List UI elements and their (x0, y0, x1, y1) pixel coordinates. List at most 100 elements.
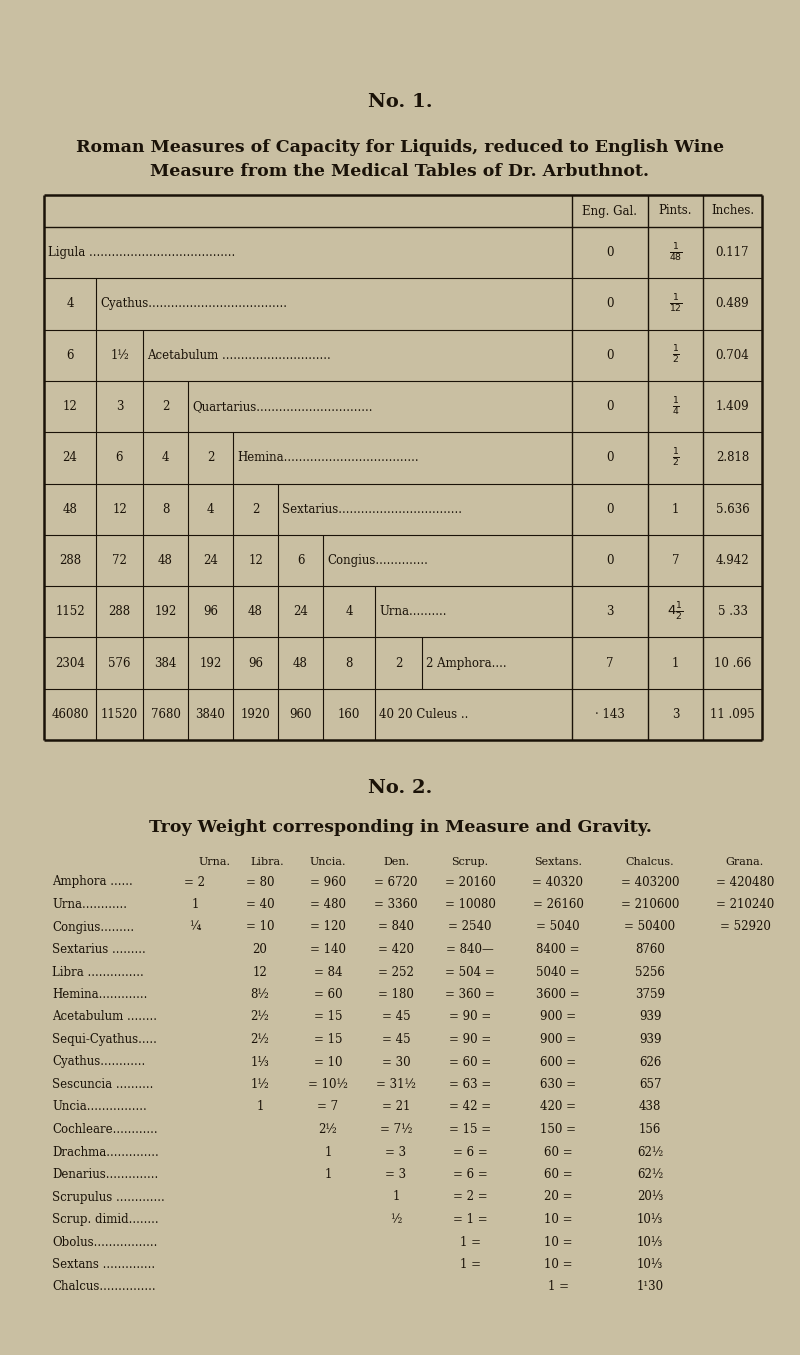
Text: 0: 0 (606, 247, 614, 259)
Text: 1: 1 (392, 1191, 400, 1203)
Text: · 143: · 143 (595, 707, 625, 721)
Text: 1: 1 (324, 1145, 332, 1159)
Text: = 10: = 10 (314, 1056, 342, 1069)
Text: 1.409: 1.409 (716, 400, 750, 413)
Text: 10⅓: 10⅓ (637, 1257, 663, 1271)
Text: 48: 48 (293, 657, 308, 669)
Text: 939: 939 (638, 1033, 662, 1046)
Text: No. 2.: No. 2. (368, 779, 432, 797)
Text: $\frac{1}{4}$: $\frac{1}{4}$ (671, 396, 679, 417)
Text: 438: 438 (639, 1100, 661, 1114)
Text: = 6 =: = 6 = (453, 1168, 487, 1182)
Text: Inches.: Inches. (711, 205, 754, 218)
Text: Eng. Gal.: Eng. Gal. (582, 205, 638, 218)
Text: 12: 12 (248, 554, 263, 566)
Text: = 3360: = 3360 (374, 898, 418, 911)
Text: 6: 6 (66, 348, 74, 362)
Text: = 1 =: = 1 = (453, 1213, 487, 1226)
Text: 5.636: 5.636 (716, 503, 750, 516)
Text: = 52920: = 52920 (719, 920, 770, 934)
Text: Cyathus.....................................: Cyathus.................................… (100, 298, 287, 310)
Text: = 15: = 15 (314, 1011, 342, 1023)
Text: 3: 3 (116, 400, 123, 413)
Text: = 3: = 3 (386, 1168, 406, 1182)
Text: = 30: = 30 (382, 1056, 410, 1069)
Text: 12: 12 (112, 503, 127, 516)
Text: 576: 576 (108, 657, 130, 669)
Text: = 360 =: = 360 = (445, 988, 495, 1001)
Text: 1: 1 (191, 898, 198, 911)
Text: 72: 72 (112, 554, 127, 566)
Text: 1 =: 1 = (459, 1236, 481, 1248)
Text: Denarius..............: Denarius.............. (52, 1168, 158, 1182)
Text: 7: 7 (672, 554, 679, 566)
Text: = 45: = 45 (382, 1011, 410, 1023)
Text: = 840: = 840 (378, 920, 414, 934)
Text: 10 .66: 10 .66 (714, 657, 751, 669)
Text: 10 =: 10 = (544, 1236, 572, 1248)
Text: 2: 2 (162, 400, 169, 413)
Text: = 20160: = 20160 (445, 875, 495, 889)
Text: 384: 384 (154, 657, 177, 669)
Text: Den.: Den. (383, 856, 409, 867)
Text: = 40: = 40 (246, 898, 274, 911)
Text: 288: 288 (109, 606, 130, 618)
Text: 10⅓: 10⅓ (637, 1213, 663, 1226)
Text: 4.942: 4.942 (716, 554, 750, 566)
Text: Measure from the Medical Tables of Dr. Arbuthnot.: Measure from the Medical Tables of Dr. A… (150, 164, 650, 180)
Text: 1 =: 1 = (547, 1280, 569, 1294)
Text: Quartarius...............................: Quartarius..............................… (192, 400, 373, 413)
Text: Sextarius.................................: Sextarius...............................… (282, 503, 462, 516)
Text: 626: 626 (639, 1056, 661, 1069)
Text: 5040 =: 5040 = (536, 966, 580, 978)
Text: 8: 8 (346, 657, 353, 669)
Text: Urna............: Urna............ (52, 898, 127, 911)
Text: Grana.: Grana. (726, 856, 764, 867)
Text: Cyathus............: Cyathus............ (52, 1056, 146, 1069)
Text: = 90 =: = 90 = (449, 1011, 491, 1023)
Text: Congius.........: Congius......... (52, 920, 134, 934)
Text: 62½: 62½ (637, 1145, 663, 1159)
Text: 1152: 1152 (55, 606, 85, 618)
Text: = 960: = 960 (310, 875, 346, 889)
Text: = 60 =: = 60 = (449, 1056, 491, 1069)
Text: 46080: 46080 (51, 707, 89, 721)
Text: 24: 24 (62, 451, 78, 465)
Text: Roman Measures of Capacity for Liquids, reduced to English Wine: Roman Measures of Capacity for Liquids, … (76, 140, 724, 156)
Text: 8: 8 (162, 503, 169, 516)
Text: 20: 20 (253, 943, 267, 957)
Text: = 5040: = 5040 (536, 920, 580, 934)
Text: Obolus.................: Obolus................. (52, 1236, 158, 1248)
Text: = 60: = 60 (314, 988, 342, 1001)
Text: = 210240: = 210240 (716, 898, 774, 911)
Text: 192: 192 (154, 606, 177, 618)
Text: 96: 96 (248, 657, 263, 669)
Text: 2½: 2½ (318, 1123, 338, 1135)
Text: 0: 0 (606, 503, 614, 516)
Text: Uncia.: Uncia. (310, 856, 346, 867)
Text: Urna..........: Urna.......... (379, 606, 446, 618)
Text: = 15 =: = 15 = (449, 1123, 491, 1135)
Text: 2 Amphora....: 2 Amphora.... (426, 657, 506, 669)
Text: 4: 4 (162, 451, 170, 465)
Text: = 80: = 80 (246, 875, 274, 889)
Text: 2: 2 (395, 657, 402, 669)
Text: 0: 0 (606, 348, 614, 362)
Text: 1920: 1920 (241, 707, 270, 721)
Text: 156: 156 (639, 1123, 661, 1135)
Text: 24: 24 (203, 554, 218, 566)
Text: 96: 96 (203, 606, 218, 618)
Text: Cochleare............: Cochleare............ (52, 1123, 158, 1135)
Text: 420 =: 420 = (540, 1100, 576, 1114)
Text: 3600 =: 3600 = (536, 988, 580, 1001)
Text: 5256: 5256 (635, 966, 665, 978)
Text: 40 20 Culeus ..: 40 20 Culeus .. (379, 707, 468, 721)
Text: 1¹30: 1¹30 (637, 1280, 663, 1294)
Text: = 15: = 15 (314, 1033, 342, 1046)
Text: = 210600: = 210600 (621, 898, 679, 911)
Text: = 420: = 420 (378, 943, 414, 957)
Text: 2: 2 (252, 503, 259, 516)
Text: Hemina.............: Hemina............. (52, 988, 147, 1001)
Text: = 7: = 7 (318, 1100, 338, 1114)
Text: Libra ...............: Libra ............... (52, 966, 144, 978)
